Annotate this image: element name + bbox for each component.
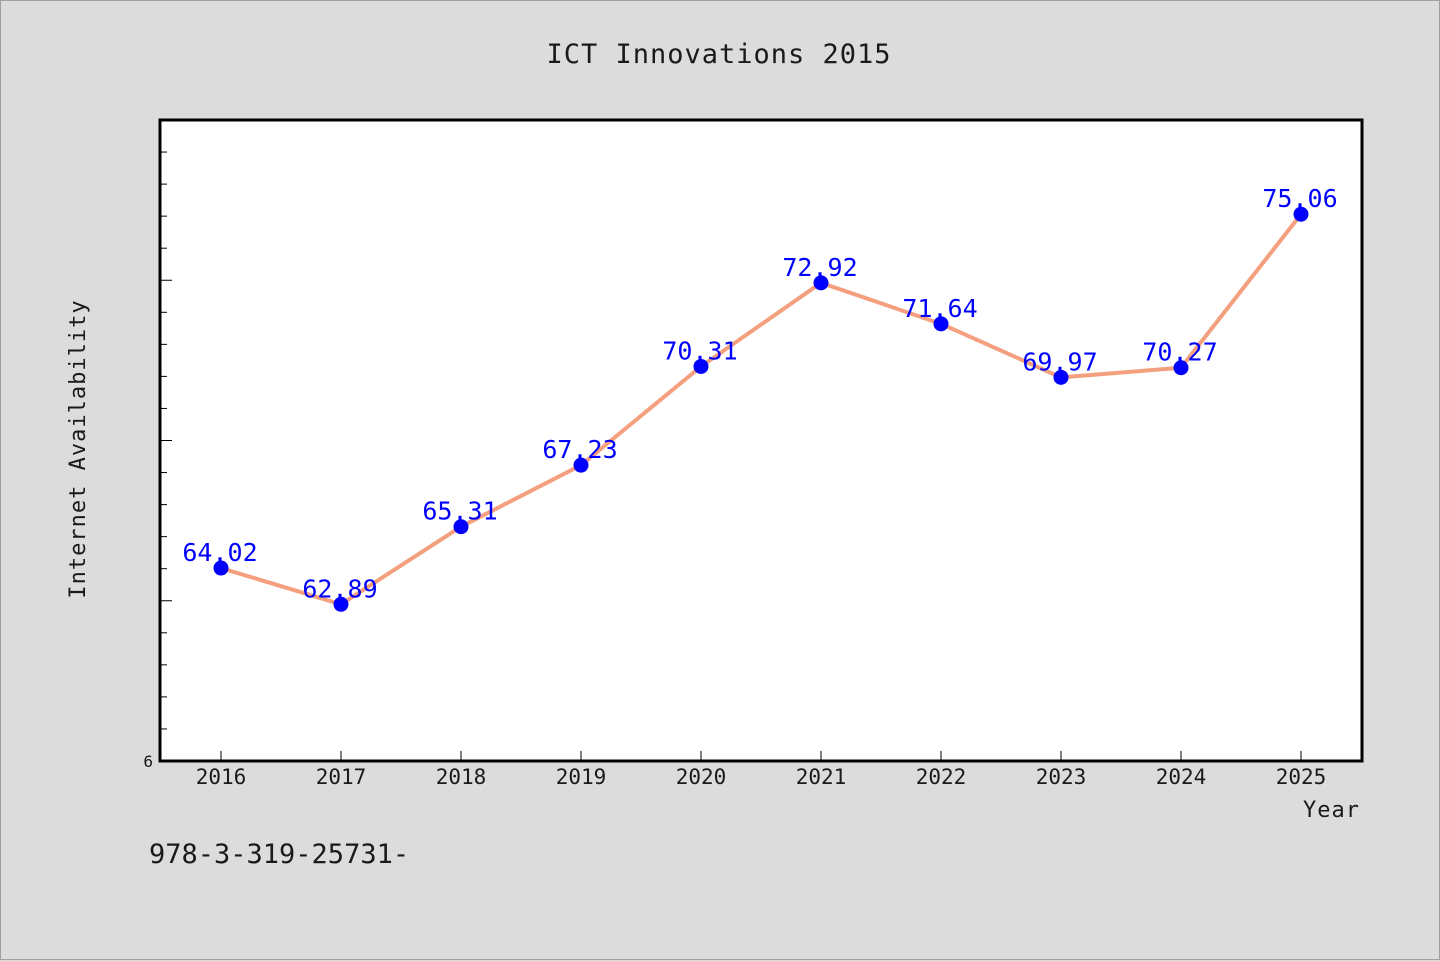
data-point-marker	[333, 596, 349, 612]
x-tick-label: 2018	[436, 765, 487, 789]
data-label: 72.92	[782, 253, 857, 282]
x-tick-labels: 2016 2017 2018 2019 2020 2021 2022 2023 2024 2025	[196, 765, 1327, 789]
data-labels: 64.02 62.89 65.31 67.23 70.31 72.92 71.64 69.97…	[182, 184, 1337, 603]
data-point-marker	[1173, 360, 1189, 376]
data-point-marker	[573, 457, 589, 473]
data-point-marker	[1293, 206, 1309, 222]
x-tick-label: 2022	[916, 765, 967, 789]
data-point-marker	[213, 560, 229, 576]
series-line	[220, 212, 1303, 607]
x-tick-label: 2019	[556, 765, 607, 789]
x-tick-label: 2017	[316, 765, 367, 789]
data-point-marker	[693, 358, 709, 374]
x-axis-ticks	[220, 751, 1302, 761]
x-tick-label: 2024	[1156, 765, 1207, 789]
data-label: 71.64	[902, 294, 977, 323]
series-markers	[213, 206, 1309, 612]
data-label: 67.23	[542, 435, 617, 464]
y-tick-label: 6	[143, 752, 153, 771]
data-point-marker	[1053, 369, 1069, 385]
data-point-marker	[933, 316, 949, 332]
y-axis-ticks	[160, 151, 172, 730]
data-point-marker	[813, 275, 829, 291]
footer-isbn-text: 978-3-319-25731-	[149, 839, 409, 870]
data-label: 65.31	[422, 497, 497, 526]
chart-title: ICT Innovations 2015	[546, 39, 891, 70]
data-label: 75.06	[1262, 184, 1337, 213]
data-point-marker	[453, 519, 469, 535]
data-label: 70.27	[1142, 338, 1217, 367]
data-label: 62.89	[302, 574, 377, 603]
y-axis-title: Internet Availability	[66, 299, 91, 598]
plot-area	[158, 118, 1364, 763]
x-tick-label: 2025	[1276, 765, 1327, 789]
data-label: 64.02	[182, 538, 257, 567]
data-label: 70.31	[662, 336, 737, 365]
x-tick-label: 2023	[1036, 765, 1087, 789]
x-axis-title: Year	[1303, 798, 1360, 823]
x-tick-label: 2016	[196, 765, 247, 789]
data-label: 69.97	[1022, 347, 1097, 376]
x-tick-label: 2021	[796, 765, 847, 789]
x-tick-label: 2020	[676, 765, 727, 789]
